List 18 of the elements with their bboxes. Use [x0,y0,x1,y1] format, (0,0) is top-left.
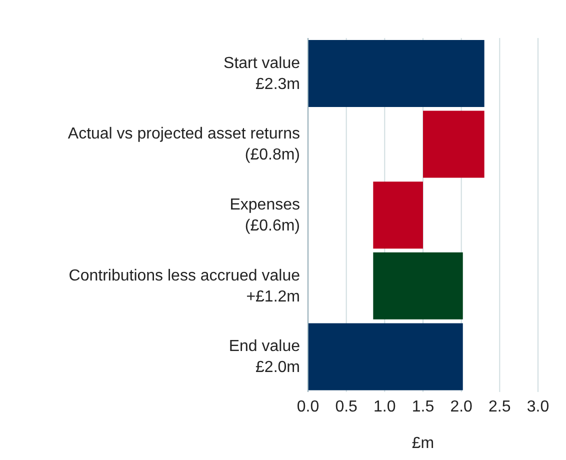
x-tick-label: 3.0 [526,398,550,416]
bar [308,40,484,107]
x-tick-label: 2.0 [450,398,473,416]
bar [423,110,484,178]
y-tick-label: Contributions less accrued value +£1.2m [68,266,300,305]
bar [308,323,463,390]
bar [373,182,423,249]
x-tick-label: 1.0 [374,398,396,416]
x-tick-label: 1.5 [412,398,434,416]
y-tick-label: End value £2.0m [228,338,300,376]
x-tick-label: 0.5 [335,398,358,416]
x-tick-label: 2.5 [488,398,511,416]
x-tick-label: 0.0 [296,398,320,416]
y-tick-label: Actual vs projected asset returns (£0.8m) [68,125,300,164]
y-tick-label: Expenses (£0.6m) [230,196,300,234]
bar [373,252,463,320]
y-tick-label: Start value £2.3m [224,54,300,92]
x-axis-title: £m [412,435,434,452]
